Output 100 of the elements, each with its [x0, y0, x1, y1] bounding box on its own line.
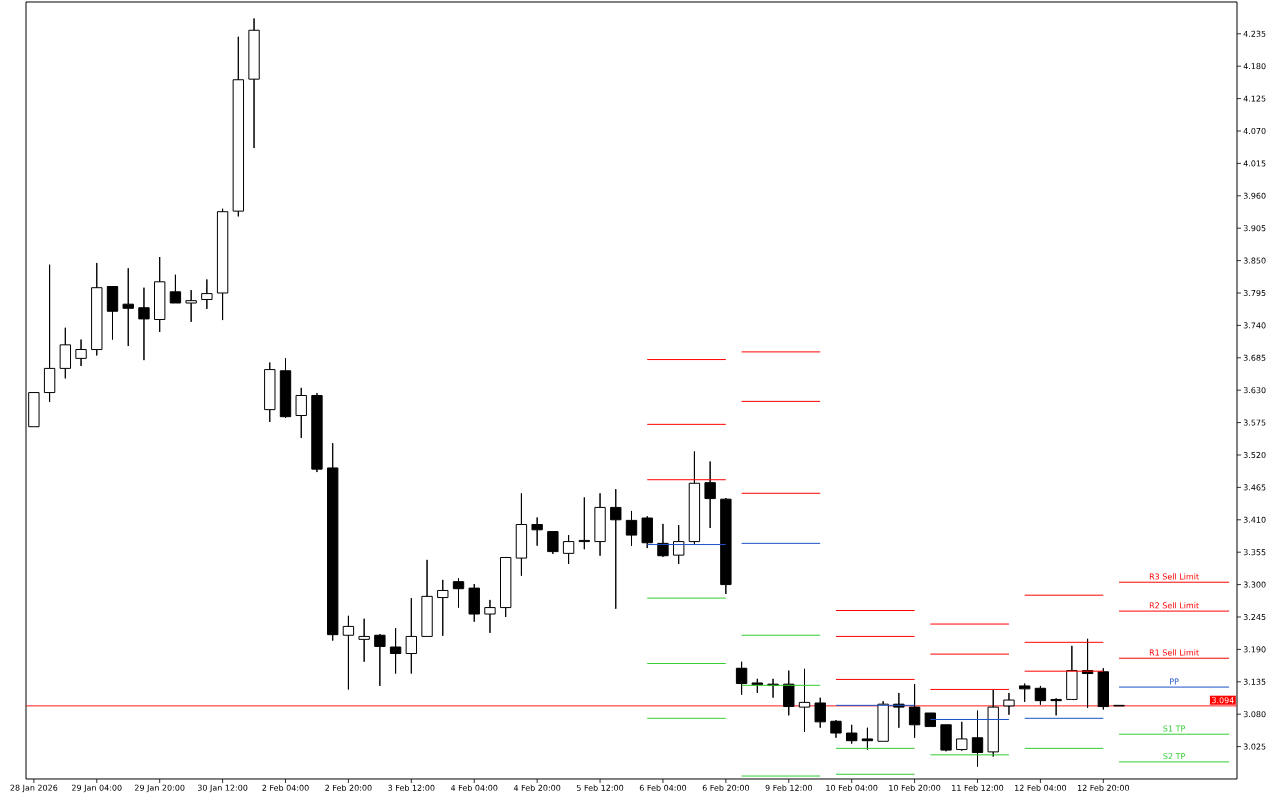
- candlestick: [798, 668, 811, 733]
- y-tick-label: 3.960: [1243, 192, 1266, 199]
- x-tick-label: 10 Feb 20:00: [889, 784, 941, 791]
- candlestick: [106, 286, 119, 341]
- x-tick-label: 5 Feb 12:00: [576, 784, 624, 791]
- candlestick: [342, 615, 355, 690]
- x-tick-label: 6 Feb 20:00: [702, 784, 750, 791]
- candlestick: [987, 689, 999, 758]
- y-tick-label: 3.850: [1243, 257, 1266, 264]
- candlestick: [358, 618, 370, 663]
- candlestick: [783, 670, 795, 716]
- series-label: S1 TP: [1163, 725, 1186, 732]
- candlestick: [75, 339, 87, 367]
- candlestick: [547, 531, 559, 555]
- candlestick: [311, 392, 323, 473]
- candlestick: [185, 289, 197, 323]
- x-tick-label: 4 Feb 20:00: [513, 784, 561, 791]
- series-label: R1 Sell Limit: [1149, 649, 1199, 656]
- series-label: R3 Sell Limit: [1149, 573, 1199, 580]
- candlestick: [971, 710, 984, 768]
- y-tick-label: 3.905: [1243, 225, 1266, 232]
- y-tick-label: 3.245: [1243, 613, 1266, 621]
- candlestick: [610, 488, 622, 610]
- y-tick-label: 4.015: [1243, 160, 1266, 167]
- candlestick: [830, 719, 842, 739]
- series-label: PP: [1170, 678, 1179, 685]
- candlestick: [1050, 697, 1062, 716]
- candlestick: [735, 661, 748, 696]
- candlestick: [122, 267, 134, 347]
- candlestick: [421, 559, 433, 637]
- candlestick: [201, 278, 213, 310]
- candlestick: [625, 510, 638, 547]
- y-tick-label: 4.180: [1243, 63, 1266, 70]
- x-tick-label: 2 Feb 04:00: [262, 784, 309, 791]
- x-tick-label: 12 Feb 04:00: [1015, 784, 1067, 791]
- candlestick: [295, 387, 307, 439]
- candlestick: [452, 577, 465, 609]
- candlestick: [154, 256, 166, 333]
- candlestick: [720, 497, 732, 595]
- candlestick: [264, 362, 276, 423]
- x-tick-label: 6 Feb 04:00: [639, 784, 687, 791]
- candlestick: [1034, 685, 1047, 706]
- ref-line-label: 3.094: [1212, 697, 1234, 704]
- candlestick: [924, 712, 937, 728]
- candlestick: [673, 524, 685, 565]
- candlestick: [1066, 645, 1078, 700]
- candlestick: [374, 633, 386, 687]
- x-tick-label: 30 Jan 12:00: [197, 784, 248, 793]
- candlestick: [531, 516, 543, 547]
- candlestick: [515, 492, 528, 577]
- x-tick-label: 12 Feb 20:00: [1077, 784, 1130, 791]
- x-tick-label: 10 Feb 04:00: [826, 784, 878, 791]
- candlestick: [940, 724, 952, 752]
- x-tick-label: 29 Jan 04:00: [72, 784, 122, 793]
- y-tick-label: 3.465: [1243, 484, 1266, 491]
- candlestick: [389, 627, 402, 675]
- candlestick: [641, 515, 653, 549]
- candlestick: [846, 724, 858, 745]
- candlestick: [59, 327, 72, 379]
- candlestick: [1003, 692, 1015, 716]
- y-tick-label: 3.740: [1243, 322, 1266, 329]
- candlestick: [279, 357, 292, 419]
- candlestick: [484, 599, 496, 634]
- y-tick-label: 3.190: [1243, 646, 1266, 653]
- candlestick: [232, 36, 245, 217]
- series-label: S2 TP: [1163, 753, 1186, 760]
- x-tick-label: 9 Feb 12:00: [765, 784, 812, 791]
- candlestick: [216, 208, 229, 321]
- candlestick: [594, 492, 606, 557]
- candlestick: [28, 392, 40, 428]
- y-tick-label: 3.520: [1243, 451, 1266, 459]
- candlestick: [169, 274, 182, 304]
- y-tick-label: 4.235: [1243, 30, 1266, 37]
- x-tick-label: 4 Feb 04:00: [450, 784, 498, 791]
- candlestick: [500, 556, 512, 618]
- candlestick: [877, 700, 889, 742]
- candlestick: [751, 678, 764, 694]
- x-tick-label: 28 Jan 2026: [10, 784, 58, 793]
- y-tick-label: 3.300: [1243, 581, 1266, 588]
- x-tick-label: 3 Feb 12:00: [388, 784, 435, 791]
- candlestick: [704, 460, 716, 529]
- candlestick: [814, 697, 826, 729]
- candlestick: [908, 683, 921, 739]
- series-label: R2 Sell Limit: [1149, 602, 1199, 609]
- y-tick-label: 3.135: [1243, 678, 1266, 685]
- x-tick-label: 2 Feb 20:00: [325, 784, 372, 791]
- y-tick-label: 3.410: [1243, 516, 1266, 523]
- candlestick: [468, 583, 480, 623]
- x-tick-label: 11 Feb 12:00: [952, 784, 1004, 791]
- y-tick-label: 4.125: [1243, 95, 1266, 102]
- candlestick: [248, 17, 260, 149]
- candlestick: [1097, 667, 1110, 710]
- candlestick: [578, 496, 591, 550]
- candlestick: [688, 450, 701, 545]
- candlestick: [91, 262, 103, 356]
- y-tick-label: 3.630: [1243, 387, 1266, 394]
- candlestick: [1113, 704, 1125, 707]
- y-tick-label: 4.070: [1243, 127, 1266, 135]
- candlestick: [327, 442, 339, 642]
- candlestick: [405, 597, 418, 675]
